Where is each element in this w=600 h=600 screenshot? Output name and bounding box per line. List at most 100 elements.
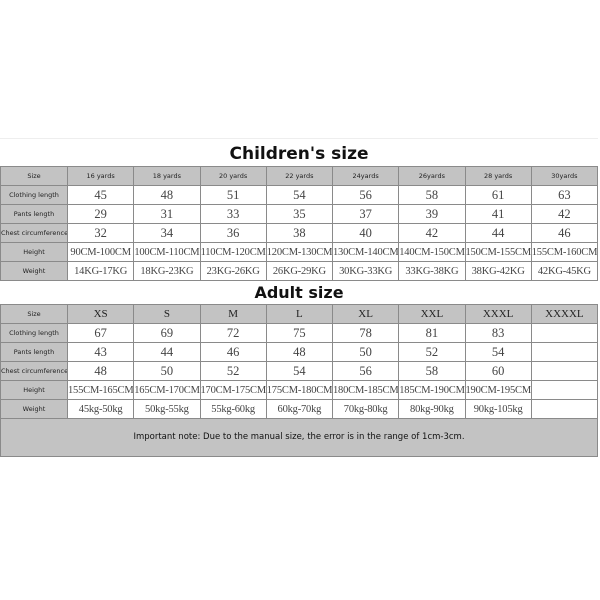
size-header: 30yards xyxy=(530,166,599,186)
table-cell: 69 xyxy=(133,323,201,343)
table-cell: 130CM-140CM xyxy=(331,242,400,262)
table-cell: 60kg-70kg xyxy=(265,399,334,419)
table-cell: 165CM-170CM xyxy=(133,380,201,400)
table-cell: 37 xyxy=(331,204,400,224)
row-label: Weight xyxy=(0,399,68,419)
table-cell: 50kg-55kg xyxy=(133,399,201,419)
table-cell: 56 xyxy=(331,185,400,205)
table-cell: 140CM-150CM xyxy=(398,242,466,262)
size-header: 24yards xyxy=(331,166,400,186)
size-header: XXXXL xyxy=(530,304,599,324)
table-row: Weight 45kg-50kg 50kg-55kg 55kg-60kg 60kg-70… xyxy=(0,399,599,419)
table-cell xyxy=(530,342,599,362)
size-header: S xyxy=(133,304,201,324)
table-cell: 23KG-26KG xyxy=(199,261,267,281)
table-cell: 58 xyxy=(398,185,466,205)
table-cell: 42 xyxy=(530,204,599,224)
table-cell: 14KG-17KG xyxy=(66,261,135,281)
table-row: Chest circumference 1/23234363840424446 xyxy=(0,223,599,243)
table-cell: 61 xyxy=(464,185,532,205)
row-label: Chest circumference 1/2 xyxy=(0,223,68,243)
table-cell: 150CM-155CM xyxy=(464,242,532,262)
table-cell: 36 xyxy=(199,223,267,243)
table-cell: 52 xyxy=(398,342,466,362)
size-header: 22 yards xyxy=(265,166,334,186)
size-header: XXXL xyxy=(464,304,532,324)
table-cell: 110CM-120CM xyxy=(199,242,267,262)
size-header: 20 yards xyxy=(199,166,267,186)
table-cell: 63 xyxy=(530,185,599,205)
table-cell: 60 xyxy=(464,361,532,381)
table-cell xyxy=(530,380,599,400)
table-cell: 45kg-50kg xyxy=(66,399,135,419)
table-row: Clothing length 45 48 51 54 56 58 61 63 xyxy=(0,185,599,205)
row-label: Pants length xyxy=(0,342,68,362)
table-cell: 120CM-130CM xyxy=(265,242,334,262)
table-cell: 54 xyxy=(265,185,334,205)
table-cell: 67 xyxy=(66,323,135,343)
table-cell: 33KG-38KG xyxy=(398,261,466,281)
size-header: 16 yards xyxy=(66,166,135,186)
table-cell: 42 xyxy=(398,223,466,243)
row-label: Clothing length xyxy=(0,323,68,343)
table-cell: 31 xyxy=(133,204,201,224)
row-label: Chest circumference 1/2 xyxy=(0,361,68,381)
table-cell: 75 xyxy=(265,323,334,343)
row-label: Weight xyxy=(0,261,68,281)
table-cell: 32 xyxy=(66,223,135,243)
table-row: Weight 14KG-17KG 18KG-23KG 23KG-26KG 26KG-29… xyxy=(0,261,599,281)
table-row: Height 155CM-165CM 165CM-170CM 170CM-175CM 1… xyxy=(0,380,599,400)
adult-size-title: Adult size xyxy=(254,283,344,302)
table-cell: 38KG-42KG xyxy=(464,261,532,281)
size-header: M xyxy=(199,304,267,324)
header-row: Size 16 yards 18 yards 20 yards 22 yards 24ya… xyxy=(0,166,599,186)
table-cell: 42KG-45KG xyxy=(530,261,599,281)
table-row: Chest circumference 1/248505254565860 xyxy=(0,361,599,381)
table-cell: 90CM-100CM xyxy=(66,242,135,262)
table-cell: 46 xyxy=(530,223,599,243)
table-cell: 55kg-60kg xyxy=(199,399,267,419)
table-cell: 43 xyxy=(66,342,135,362)
table-cell: 18KG-23KG xyxy=(133,261,201,281)
table-cell: 54 xyxy=(265,361,334,381)
table-cell: 155CM-160CM xyxy=(530,242,599,262)
size-header: 18 yards xyxy=(133,166,201,186)
table-cell: 80kg-90kg xyxy=(398,399,466,419)
table-cell xyxy=(530,399,599,419)
table-cell: 34 xyxy=(133,223,201,243)
table-cell: 78 xyxy=(331,323,400,343)
table-cell: 56 xyxy=(331,361,400,381)
table-cell: 40 xyxy=(331,223,400,243)
row-label: Height xyxy=(0,380,68,400)
table-cell: 70kg-80kg xyxy=(331,399,400,419)
row-label: Size xyxy=(0,304,68,324)
size-chart: Children's size Size 16 yards 18 yards 20 y… xyxy=(0,138,599,457)
table-cell: 26KG-29KG xyxy=(265,261,334,281)
table-cell xyxy=(530,323,599,343)
table-cell: 81 xyxy=(398,323,466,343)
table-cell: 52 xyxy=(199,361,267,381)
size-header: L xyxy=(265,304,334,324)
important-note: Important note: Due to the manual size, … xyxy=(0,419,598,457)
table-cell: 90kg-105kg xyxy=(464,399,532,419)
table-cell: 180CM-185CM xyxy=(331,380,400,400)
table-cell: 46 xyxy=(199,342,267,362)
children-size-table: Size 16 yards 18 yards 20 yards 22 yards 24ya… xyxy=(0,166,599,281)
table-cell: 83 xyxy=(464,323,532,343)
table-cell: 170CM-175CM xyxy=(199,380,267,400)
table-cell: 54 xyxy=(464,342,532,362)
table-cell: 41 xyxy=(464,204,532,224)
table-cell: 72 xyxy=(199,323,267,343)
table-cell xyxy=(530,361,599,381)
size-header: 26yards xyxy=(398,166,466,186)
table-cell: 39 xyxy=(398,204,466,224)
children-size-title: Children's size xyxy=(229,144,369,164)
table-row: Clothing length 67 69 72 75 78 81 83 xyxy=(0,323,599,343)
size-header: XXL xyxy=(398,304,466,324)
table-cell: 44 xyxy=(464,223,532,243)
size-header: XS xyxy=(66,304,135,324)
size-header: 28 yards xyxy=(464,166,532,186)
table-cell: 50 xyxy=(331,342,400,362)
table-cell: 33 xyxy=(199,204,267,224)
table-cell: 58 xyxy=(398,361,466,381)
